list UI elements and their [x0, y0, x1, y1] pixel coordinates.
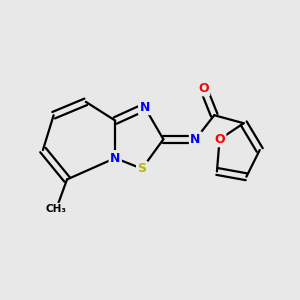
Text: N: N	[140, 101, 150, 114]
Text: CH₃: CH₃	[46, 204, 67, 214]
Text: O: O	[198, 82, 209, 95]
Text: N: N	[110, 152, 120, 164]
Text: O: O	[214, 133, 225, 146]
Text: S: S	[137, 162, 146, 175]
Text: N: N	[190, 133, 201, 146]
